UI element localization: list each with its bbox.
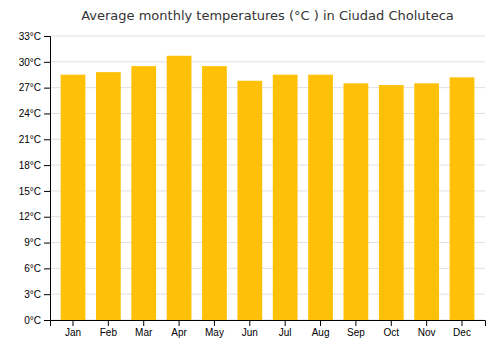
y-tick: 6°C (24, 263, 50, 274)
x-tick-label: Jan (65, 327, 81, 338)
x-tick-label: Aug (312, 327, 330, 338)
y-tick-mark (44, 62, 50, 63)
bar (96, 72, 121, 320)
y-tick-label: 3°C (24, 289, 41, 300)
y-tick-mark (44, 320, 50, 321)
x-tick: Apr (171, 320, 187, 338)
bar (308, 75, 333, 320)
x-tick: Aug (312, 320, 330, 338)
x-tick: Mar (135, 320, 153, 338)
x-tick-label: Sep (347, 327, 365, 338)
x-tick: Sep (347, 320, 365, 338)
x-tick-label: Feb (100, 327, 118, 338)
x-tick: Nov (418, 320, 436, 338)
x-tick: Jul (279, 320, 292, 338)
x-tick-label: Nov (418, 327, 436, 338)
y-tick-mark (44, 139, 50, 140)
x-tick: Oct (383, 320, 399, 338)
y-tick: 21°C (19, 134, 50, 145)
grid-line (50, 61, 485, 62)
bars (61, 56, 475, 320)
y-tick: 33°C (19, 31, 50, 42)
x-tick-label: Oct (383, 327, 399, 338)
y-tick-mark (44, 165, 50, 166)
x-tick-mark (355, 320, 356, 326)
y-tick-label: 30°C (19, 57, 41, 68)
y-tick-mark (44, 88, 50, 89)
y-tick-label: 0°C (24, 315, 41, 326)
bar (237, 81, 262, 320)
y-tick-label: 24°C (19, 108, 41, 119)
x-tick: Dec (453, 320, 471, 338)
bar (450, 77, 475, 320)
x-tick-mark (179, 320, 180, 326)
y-tick-mark (44, 268, 50, 269)
y-tick-mark (44, 191, 50, 192)
bar (202, 66, 227, 320)
bar (61, 75, 86, 320)
x-tick-mark (143, 320, 144, 326)
y-tick-label: 15°C (19, 186, 41, 197)
y-tick-label: 6°C (24, 263, 41, 274)
y-tick: 15°C (19, 186, 50, 197)
x-tick: Jan (65, 320, 81, 338)
y-tick-label: 21°C (19, 134, 41, 145)
y-tick-mark (44, 294, 50, 295)
y-tick-label: 18°C (19, 160, 41, 171)
grid (50, 36, 485, 320)
y-tick-label: 12°C (19, 211, 41, 222)
y-tick: 12°C (19, 211, 50, 222)
chart: 0°C 3°C 6°C 9°C 12°C 15°C 18°C 21°C 24°C 27°C 30°C… (0, 0, 500, 350)
x-axis: Jan Feb Mar Apr May Jun Jul Aug Sep Oct Nov Dec (51, 320, 486, 338)
x-tick-mark (108, 320, 109, 326)
y-axis-line (44, 37, 51, 321)
y-tick: 18°C (19, 160, 50, 171)
x-tick-mark (320, 320, 321, 326)
x-tick-mark (426, 320, 427, 326)
plot: 0°C 3°C 6°C 9°C 12°C 15°C 18°C 21°C 24°C 27°C 30°C… (19, 31, 486, 338)
x-tick-label: May (205, 327, 224, 338)
x-tick: Feb (100, 320, 118, 338)
grid-line (50, 36, 485, 37)
x-tick-mark (285, 320, 286, 326)
y-tick: 27°C (19, 82, 50, 93)
y-tick: 9°C (24, 237, 50, 248)
y-tick: 24°C (19, 108, 50, 119)
bar (273, 75, 298, 320)
x-tick-label: Apr (171, 327, 187, 338)
x-tick-label: Jun (242, 327, 258, 338)
y-axis: 0°C 3°C 6°C 9°C 12°C 15°C 18°C 21°C 24°C 27°C 30°C… (19, 31, 51, 326)
bar (379, 85, 404, 320)
x-tick-label: Dec (453, 327, 471, 338)
y-tick: 3°C (24, 289, 50, 300)
x-tick-mark (249, 320, 250, 326)
x-tick: Jun (242, 320, 258, 338)
x-tick: May (205, 320, 224, 338)
x-tick-mark (462, 320, 463, 326)
x-tick-mark (214, 320, 215, 326)
y-tick-mark (44, 113, 50, 114)
y-tick-label: 9°C (24, 237, 41, 248)
y-tick-label: 33°C (19, 31, 41, 42)
x-axis-line (51, 321, 486, 327)
bar (344, 83, 369, 320)
y-tick-mark (44, 243, 50, 244)
title: Average monthly temperatures (°C ) in Ci… (81, 8, 454, 23)
y-tick-mark (44, 36, 50, 37)
x-tick-mark (391, 320, 392, 326)
bar (131, 66, 156, 320)
x-tick-label: Mar (135, 327, 153, 338)
x-tick-mark (72, 320, 73, 326)
bar (414, 83, 439, 320)
y-tick-mark (44, 217, 50, 218)
bar (167, 56, 192, 320)
x-tick-label: Jul (279, 327, 292, 338)
y-tick-label: 27°C (19, 82, 41, 93)
y-tick: 30°C (19, 57, 50, 68)
y-tick: 0°C (24, 315, 50, 326)
